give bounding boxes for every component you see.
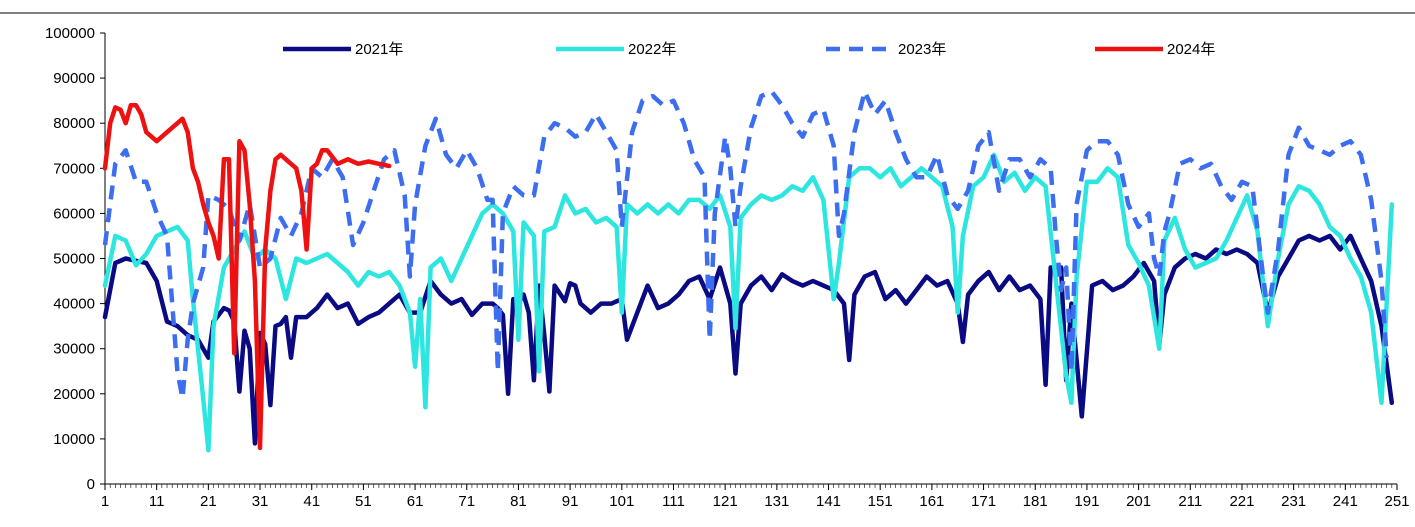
x-tick-label: 91 (562, 493, 579, 510)
x-tick-label: 121 (713, 493, 738, 510)
x-tick-label: 61 (407, 493, 424, 510)
legend: 2021年 2022年 2023年 2024年 (283, 41, 1215, 58)
x-tick-label: 151 (868, 493, 893, 510)
x-tick-label: 131 (764, 493, 789, 510)
x-tick-label: 81 (510, 493, 527, 510)
series-line-0 (102, 233, 1395, 446)
y-tick-label: 40000 (53, 296, 95, 313)
y-tick-label: 20000 (53, 386, 95, 403)
x-tick-label: 161 (919, 493, 944, 510)
y-tick-label: 80000 (53, 115, 95, 132)
y-tick-label: 60000 (53, 205, 95, 222)
x-tick-label: 101 (609, 493, 634, 510)
x-tick-label: 1 (101, 493, 109, 510)
x-tick-label: 241 (1333, 493, 1358, 510)
x-tick-label: 111 (662, 493, 685, 510)
axes: 0 10000 20000 30000 40000 50000 60000 70000 8000… (45, 25, 1410, 510)
y-tick-label: 70000 (53, 160, 95, 177)
y-tick-label: 100000 (45, 25, 95, 42)
series-line-1 (102, 152, 1395, 453)
x-tick-label: 251 (1384, 493, 1409, 510)
x-tick-label: 211 (1178, 493, 1202, 510)
legend-label-1: 2022年 (628, 41, 676, 58)
x-tick-label: 221 (1229, 493, 1254, 510)
x-tick-label: 21 (200, 493, 217, 510)
x-tick-label: 181 (1023, 493, 1048, 510)
x-tick-label: 191 (1074, 493, 1099, 510)
x-tick-label: 231 (1281, 493, 1306, 510)
legend-label-2: 2023年 (898, 41, 946, 58)
y-tick-label: 0 (87, 476, 95, 493)
x-tick-label: 11 (149, 493, 165, 510)
y-tick-label: 10000 (53, 431, 95, 448)
series-line-2 (102, 89, 1389, 401)
series-line-3 (102, 102, 392, 451)
y-tick-label: 90000 (53, 70, 95, 87)
x-tick-label: 31 (252, 493, 269, 510)
legend-label-3: 2024年 (1167, 41, 1215, 58)
x-tick-label: 141 (816, 493, 841, 510)
x-tick-label: 201 (1126, 493, 1151, 510)
x-tick-label: 171 (971, 493, 996, 510)
legend-label-0: 2021年 (355, 41, 403, 58)
x-tick-label: 71 (458, 493, 475, 510)
x-tick-label: 51 (355, 493, 372, 510)
x-tick-label: 41 (303, 493, 320, 510)
y-tick-label: 50000 (53, 251, 95, 268)
y-tick-label: 30000 (53, 341, 95, 358)
series-layer (102, 89, 1395, 453)
